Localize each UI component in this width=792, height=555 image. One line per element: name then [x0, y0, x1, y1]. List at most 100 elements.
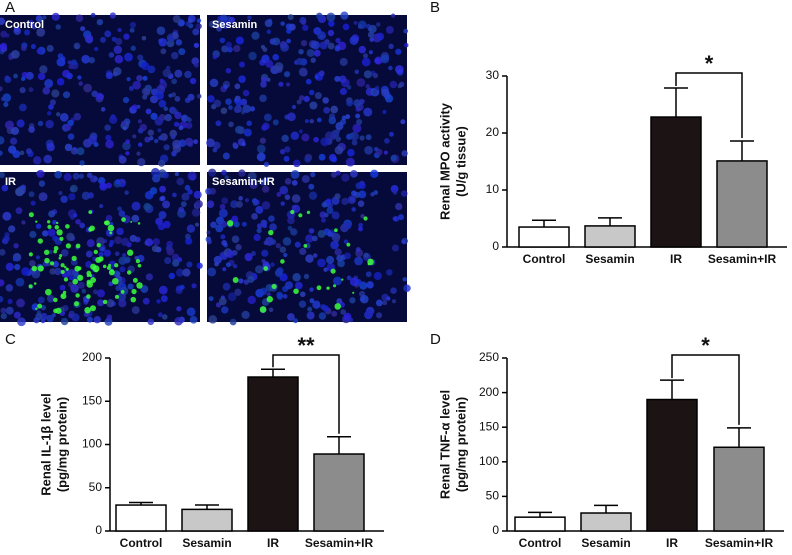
nucleus — [347, 195, 357, 205]
nucleus — [284, 146, 291, 153]
nucleus — [162, 200, 171, 209]
y-tick-label: 100 — [82, 437, 102, 451]
nucleus — [94, 46, 99, 52]
nucleus — [371, 90, 377, 95]
nucleus — [134, 236, 141, 243]
nucleus — [175, 39, 183, 46]
nucleus — [132, 134, 137, 139]
fluorescent-spot — [89, 273, 93, 278]
nucleus — [287, 14, 294, 21]
nucleus — [105, 134, 112, 141]
y-axis-label: (U/g tissue) — [453, 126, 468, 197]
nucleus — [298, 48, 304, 55]
fluorescent-spot — [49, 261, 55, 266]
nucleus — [286, 38, 292, 44]
nucleus — [233, 221, 240, 228]
fluorescent-spot — [127, 249, 134, 256]
micrograph: Sesamin — [206, 11, 409, 168]
nucleus — [249, 106, 256, 112]
nucleus — [241, 221, 247, 227]
nucleus — [300, 39, 308, 47]
nucleus — [122, 97, 130, 104]
nucleus — [141, 87, 149, 95]
nucleus — [116, 227, 124, 236]
nucleus — [186, 224, 196, 233]
nucleus — [340, 11, 349, 20]
nucleus — [21, 45, 27, 52]
nucleus — [235, 36, 244, 45]
nucleus — [391, 299, 397, 304]
nucleus — [215, 120, 222, 127]
fluorescent-spot — [77, 274, 84, 281]
nucleus — [284, 194, 291, 200]
nucleus — [316, 117, 322, 123]
nucleus — [115, 37, 123, 46]
x-tick-label: IR — [666, 536, 678, 550]
nucleus — [321, 201, 328, 208]
nucleus — [207, 95, 215, 103]
bar — [247, 376, 299, 532]
x-tick-label: Sesamin — [182, 536, 231, 550]
nucleus — [280, 42, 289, 52]
nucleus — [334, 248, 342, 256]
nucleus — [21, 267, 30, 276]
nucleus — [79, 160, 85, 166]
nucleus — [59, 284, 66, 291]
fluorescent-spot — [109, 231, 113, 235]
nucleus — [247, 295, 256, 305]
nucleus — [137, 119, 143, 124]
fluorescent-spot — [93, 249, 98, 255]
nucleus — [242, 89, 250, 97]
nucleus — [184, 137, 194, 147]
nucleus — [220, 107, 228, 115]
nucleus — [308, 228, 315, 234]
nucleus — [46, 111, 52, 116]
nucleus — [171, 78, 177, 85]
fluorescent-spot — [59, 254, 63, 258]
nucleus — [158, 99, 167, 108]
nucleus — [312, 300, 321, 309]
y-axis-label: (pg/mg protein) — [54, 397, 69, 492]
nucleus — [38, 192, 48, 202]
nucleus — [373, 190, 379, 195]
nucleus — [209, 187, 217, 195]
nucleus — [68, 193, 76, 201]
nucleus — [403, 28, 409, 34]
nucleus — [212, 147, 218, 153]
nucleus — [336, 298, 343, 305]
nucleus — [335, 37, 341, 44]
nucleus — [0, 136, 5, 145]
nucleus — [374, 85, 380, 91]
nucleus — [122, 253, 127, 258]
significance-bracket — [272, 354, 340, 434]
fluorescent-spot — [77, 266, 82, 271]
nucleus — [389, 80, 398, 89]
nucleus — [207, 267, 217, 277]
nucleus — [165, 65, 171, 71]
nucleus — [150, 167, 160, 177]
nucleus — [78, 173, 85, 179]
fluorescent-spot — [303, 244, 308, 248]
nucleus — [338, 75, 347, 83]
nucleus — [37, 120, 44, 127]
nucleus — [36, 48, 43, 55]
nucleus — [253, 201, 258, 206]
fluorescent-spot — [58, 256, 62, 260]
nucleus — [0, 30, 8, 38]
nucleus — [19, 150, 25, 156]
nucleus — [222, 152, 230, 160]
nucleus — [72, 172, 80, 180]
nucleus — [327, 42, 335, 50]
nucleus — [298, 129, 303, 134]
significance-marker: ** — [297, 333, 315, 358]
fluorescent-spot — [330, 268, 336, 274]
nucleus — [56, 57, 66, 67]
nucleus — [66, 73, 72, 79]
nucleus — [191, 208, 201, 217]
nucleus — [274, 269, 283, 278]
nucleus — [333, 276, 342, 286]
nucleus — [42, 15, 47, 20]
nucleus — [134, 255, 139, 261]
fluorescent-spot — [53, 245, 59, 251]
nucleus — [171, 150, 177, 157]
